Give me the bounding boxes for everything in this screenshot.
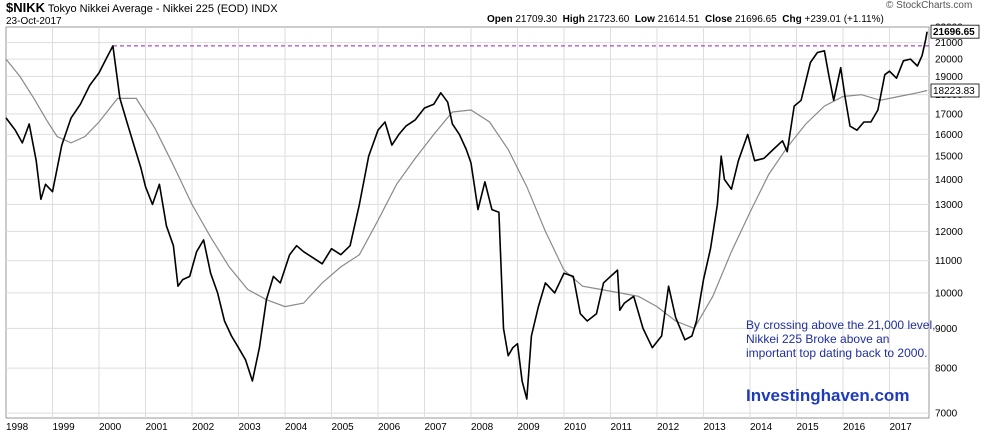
open-value: 21709.30 xyxy=(515,14,558,25)
x-tick-label: 2016 xyxy=(843,422,866,433)
stockcharts-watermark: © StockCharts.com xyxy=(886,0,973,11)
y-tick-label: 17000 xyxy=(935,109,963,120)
moving-average-tag xyxy=(930,83,980,98)
x-tick-label: 2008 xyxy=(471,422,494,433)
x-tick-label: 2006 xyxy=(378,422,401,433)
y-tick-label: 16000 xyxy=(935,130,963,141)
y-tick-label: 15000 xyxy=(935,152,963,163)
last-price-tag xyxy=(930,24,980,39)
chart-header-title: $NIKK Tokyo Nikkei Average - Nikkei 225 … xyxy=(6,0,278,15)
low-label: Low xyxy=(634,14,655,25)
ohlc-readout: Open 21709.30 High 21723.60 Low 21614.51… xyxy=(487,14,884,25)
moving-average-label: 18223.83 xyxy=(933,86,975,97)
x-tick-label: 2001 xyxy=(145,422,168,433)
high-value: 21723.60 xyxy=(587,14,630,25)
annotation-note: By crossing above the 21,000 level, Nikk… xyxy=(746,318,936,360)
y-tick-label: 19000 xyxy=(935,72,963,83)
y-tick-label: 9000 xyxy=(935,324,958,335)
exchange-label: INDX xyxy=(251,3,278,15)
price-line xyxy=(5,31,928,400)
security-name: Tokyo Nikkei Average - Nikkei 225 (EOD) xyxy=(47,3,249,15)
x-tick-label: 2005 xyxy=(331,422,354,433)
high-label: High xyxy=(562,14,585,25)
last-price-label: 21696.65 xyxy=(933,27,975,38)
change-value: +239.01 (+1.11%) xyxy=(804,14,884,25)
y-tick-label: 12000 xyxy=(935,227,963,238)
ticker-symbol: $NIKK xyxy=(6,0,46,15)
x-tick-label: 2011 xyxy=(610,422,632,433)
x-tick-label: 2009 xyxy=(517,422,540,433)
x-tick-label: 1998 xyxy=(6,422,29,433)
x-tick-label: 1999 xyxy=(52,422,75,433)
x-tick-label: 2013 xyxy=(703,422,726,433)
y-tick-label: 8000 xyxy=(935,364,958,375)
x-tick-label: 2002 xyxy=(192,422,215,433)
y-tick-label: 13000 xyxy=(935,200,963,211)
x-tick-label: 2000 xyxy=(99,422,122,433)
x-tick-label: 2014 xyxy=(750,422,773,433)
brand-logo-text: Investinghaven.com xyxy=(746,386,910,405)
y-tick-label: 21000 xyxy=(935,38,963,49)
x-tick-label: 2007 xyxy=(424,422,447,433)
y-tick-label: 11000 xyxy=(935,256,963,267)
x-tick-label: 2010 xyxy=(564,422,587,433)
plot-frame xyxy=(5,26,930,419)
open-label: Open xyxy=(487,14,513,25)
x-tick-label: 2015 xyxy=(796,422,819,433)
y-tick-label: 14000 xyxy=(935,175,963,186)
moving-average-line xyxy=(5,58,928,330)
y-tick-label: 20000 xyxy=(935,55,963,66)
x-tick-label: 2003 xyxy=(238,422,261,433)
low-value: 21614.51 xyxy=(657,14,700,25)
x-tick-label: 2004 xyxy=(285,422,308,433)
change-label: Chg xyxy=(782,14,802,25)
y-tick-label: 7000 xyxy=(935,409,958,420)
close-label: Close xyxy=(704,14,733,25)
x-tick-label: 2017 xyxy=(889,422,912,433)
close-value: 21696.65 xyxy=(734,14,777,25)
chart-date: 23-Oct-2017 xyxy=(6,16,62,27)
x-tick-label: 2012 xyxy=(657,422,680,433)
y-tick-label: 10000 xyxy=(935,288,963,299)
